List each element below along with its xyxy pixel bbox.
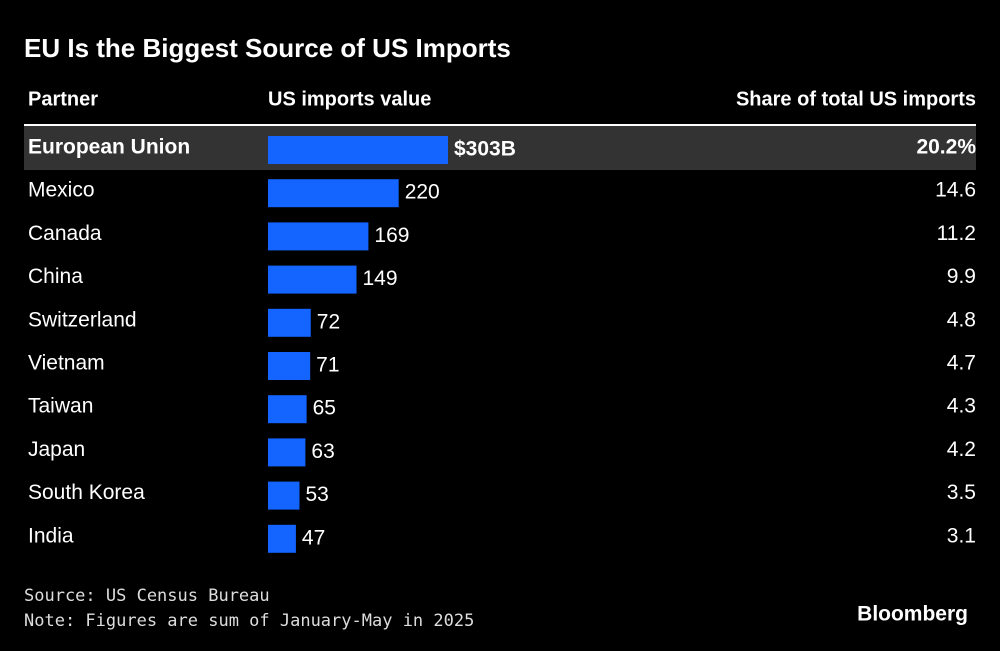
column-header: US imports value [268, 88, 431, 110]
bar [268, 308, 311, 337]
logo: Bloomberg [857, 603, 968, 626]
bar [268, 179, 399, 208]
row-label: European Union [28, 136, 190, 159]
row-label: India [28, 524, 74, 547]
value-label: 72 [317, 310, 340, 333]
row-label: Taiwan [28, 395, 93, 418]
source: Source: US Census Bureau [24, 586, 270, 606]
row-label: Vietnam [28, 352, 105, 375]
share-label: 3.1 [947, 524, 976, 547]
row-label: Canada [28, 222, 102, 245]
value-label: 220 [405, 181, 440, 204]
row-highlight [24, 126, 976, 170]
value-label: 47 [302, 526, 325, 549]
value-label: 149 [363, 267, 398, 290]
row-label: Japan [28, 438, 85, 461]
share-label: 3.5 [947, 481, 976, 504]
share-label: 9.9 [947, 265, 976, 288]
row-label: South Korea [28, 481, 145, 504]
rows: European Union $303B 20.2% Mexico 220 14.6 Can… [24, 126, 976, 553]
share-label: 4.2 [947, 438, 976, 461]
value-label: 65 [313, 397, 336, 420]
column-header: Share of total US imports [736, 88, 976, 110]
bar [268, 352, 311, 380]
bar [268, 222, 369, 251]
note: Note: Figures are sum of January-May in … [24, 611, 474, 631]
bar [268, 438, 306, 467]
share-label: 11.2 [937, 222, 976, 245]
value-label: 53 [305, 483, 328, 506]
row-label: China [28, 265, 83, 288]
row-label: Switzerland [28, 308, 137, 331]
column-header: Partner [28, 88, 98, 110]
share-label: 14.6 [935, 179, 976, 202]
bar [268, 481, 300, 510]
share-label: 4.3 [947, 395, 976, 418]
value-label: 63 [311, 440, 334, 463]
chart-title: EU Is the Biggest Source of US Imports [24, 33, 511, 63]
bar [268, 524, 296, 553]
row-label: Mexico [28, 179, 95, 202]
share-label: 4.7 [947, 352, 976, 375]
share-label: 20.2% [916, 136, 976, 159]
bar [268, 136, 448, 164]
value-label: 71 [316, 354, 339, 377]
value-label: 169 [374, 224, 409, 247]
value-label: $303B [454, 138, 516, 161]
share-label: 4.8 [947, 308, 976, 331]
bar [268, 265, 357, 294]
bar [268, 395, 307, 424]
